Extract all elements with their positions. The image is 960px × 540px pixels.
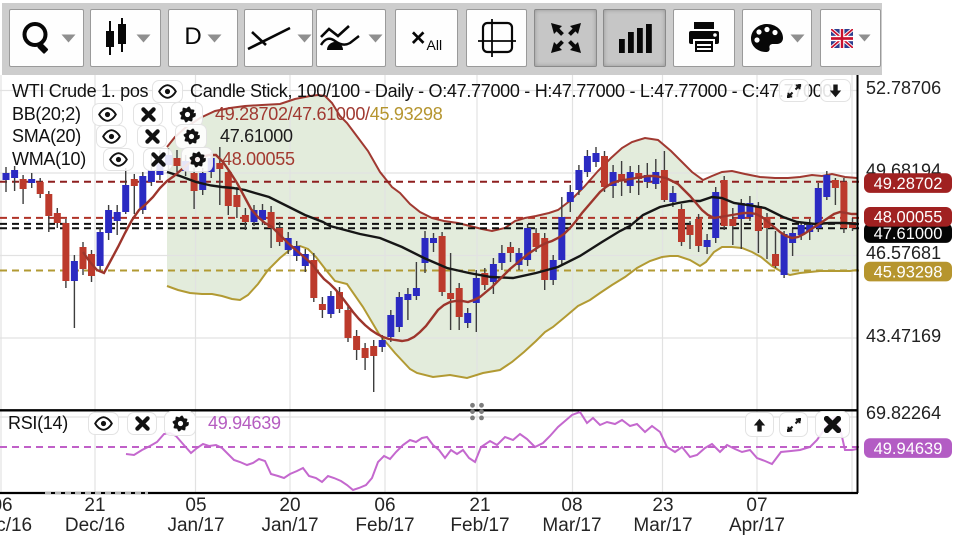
svg-text:20: 20 bbox=[279, 495, 300, 516]
svg-text:47.61000: 47.61000 bbox=[874, 225, 943, 243]
svg-text:49.94639: 49.94639 bbox=[874, 440, 943, 458]
svg-text:23: 23 bbox=[652, 495, 673, 516]
svg-text:45.93298: 45.93298 bbox=[874, 263, 943, 281]
svg-text:49.28702: 49.28702 bbox=[874, 175, 943, 193]
svg-text:Jan/17: Jan/17 bbox=[261, 515, 318, 536]
svg-text:69.82264: 69.82264 bbox=[866, 403, 941, 423]
svg-text:07: 07 bbox=[746, 495, 767, 516]
svg-text:Feb/17: Feb/17 bbox=[355, 515, 414, 536]
svg-text:52.78706: 52.78706 bbox=[866, 78, 941, 98]
svg-text:21: 21 bbox=[84, 495, 105, 516]
svg-text:48.00055: 48.00055 bbox=[874, 209, 943, 227]
svg-text:06: 06 bbox=[374, 495, 395, 516]
svg-text:43.47169: 43.47169 bbox=[866, 326, 941, 346]
svg-text:Feb/17: Feb/17 bbox=[450, 515, 509, 536]
svg-text:21: 21 bbox=[469, 495, 490, 516]
svg-text:Dec/16: Dec/16 bbox=[65, 515, 125, 536]
svg-text:Jan/17: Jan/17 bbox=[167, 515, 224, 536]
svg-text:06: 06 bbox=[0, 495, 13, 516]
svg-text:05: 05 bbox=[185, 495, 206, 516]
svg-text:Mar/17: Mar/17 bbox=[633, 515, 692, 536]
svg-text:Apr/17: Apr/17 bbox=[729, 515, 785, 536]
svg-text:Dec/16: Dec/16 bbox=[0, 515, 32, 536]
svg-text:46.57681: 46.57681 bbox=[866, 243, 941, 263]
svg-text:08: 08 bbox=[561, 495, 582, 516]
svg-text:Mar/17: Mar/17 bbox=[542, 515, 601, 536]
